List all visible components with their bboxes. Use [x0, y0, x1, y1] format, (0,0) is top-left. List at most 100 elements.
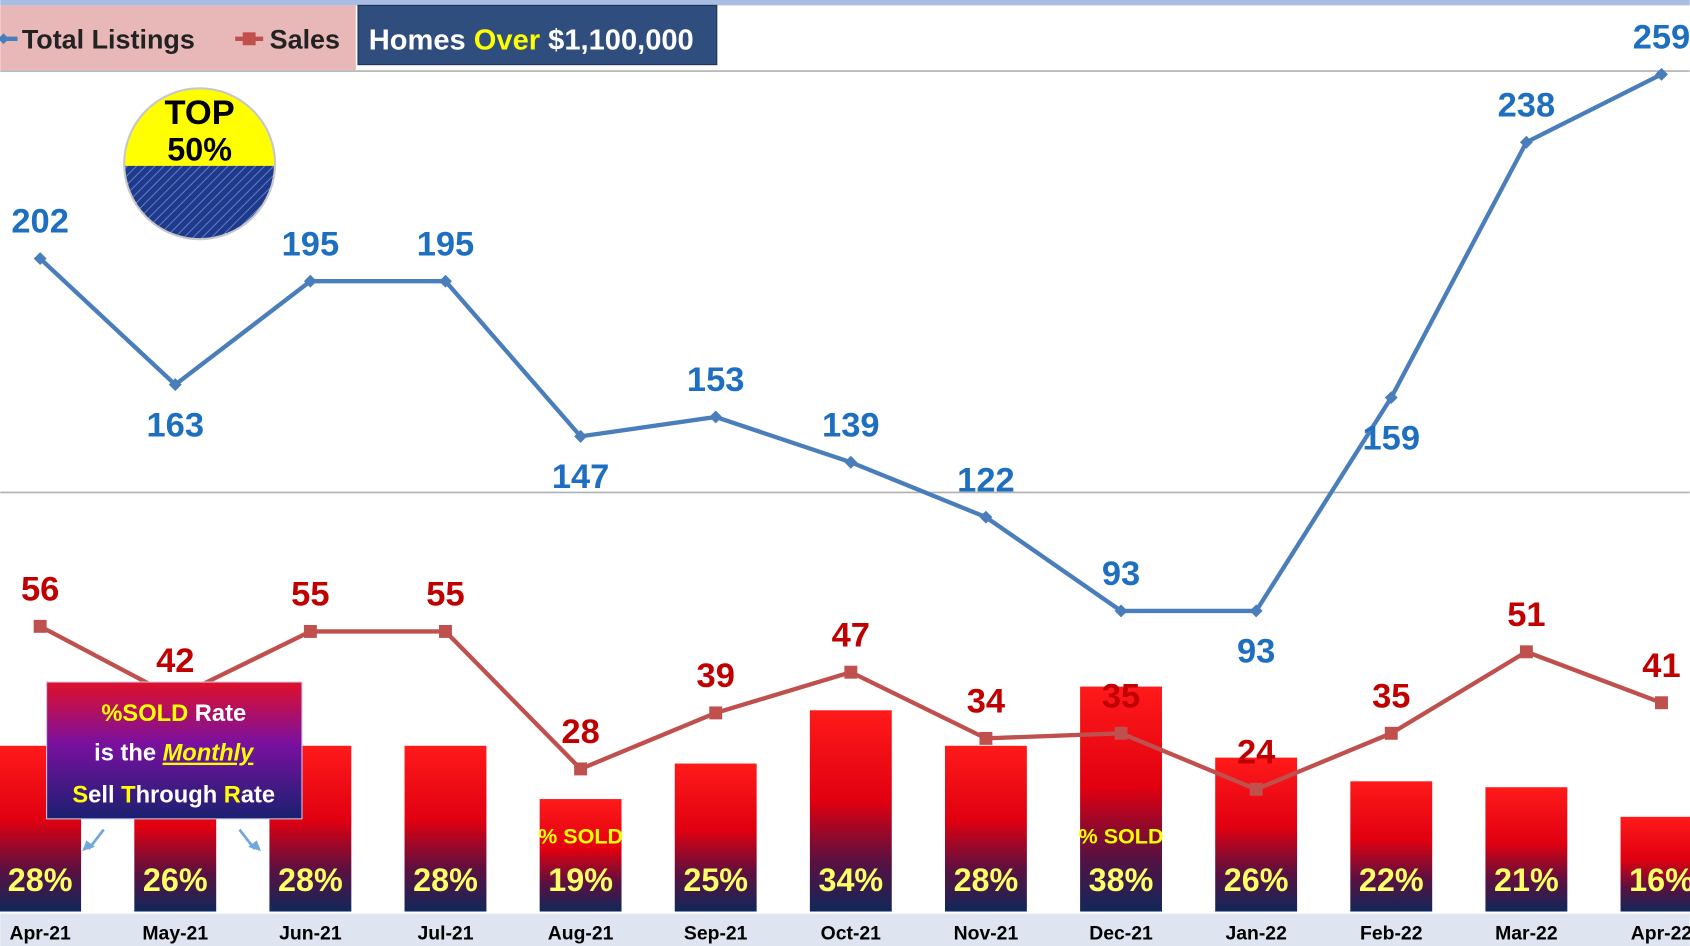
data-label: 163 [147, 406, 205, 444]
legend-label: Sales [270, 24, 340, 54]
point [1114, 604, 1128, 618]
point [1384, 391, 1398, 405]
series-line [38, 72, 1663, 614]
point [1249, 782, 1263, 796]
badge-bottom [124, 165, 275, 240]
bar-label: 25% [683, 862, 748, 898]
annotation-line: is the Monthly [94, 741, 255, 767]
arrow-head [82, 840, 96, 852]
legend-box [0, 5, 356, 71]
point [439, 624, 452, 638]
annotation-part: %SOLD [101, 701, 188, 727]
badge-text: TOP [164, 94, 234, 132]
x-tick-label: Sep-21 [684, 923, 748, 945]
data-label: 259 [1633, 18, 1690, 56]
data-label: 202 [11, 203, 69, 241]
bar-label: 19% [548, 862, 613, 898]
data-label: 195 [282, 225, 340, 263]
data-label: 55 [291, 576, 329, 614]
bar [1350, 781, 1433, 912]
chart-title: Homes Over $1,100,000 [369, 25, 694, 57]
data-label: 139 [822, 406, 880, 444]
point [1114, 726, 1128, 740]
point [574, 429, 588, 443]
bar [1620, 816, 1690, 912]
sold-note: % SOLD [1079, 825, 1164, 849]
x-tick-label: Apr-21 [9, 923, 71, 945]
annotation: %SOLD Rate is the Monthly Sell Through Rat… [46, 681, 303, 852]
point [709, 410, 723, 424]
data-label: 51 [1507, 596, 1545, 634]
annotation-part: Monthly [163, 741, 256, 767]
annotation-line: Sell Through Rate [72, 783, 275, 809]
point [1384, 726, 1398, 740]
point [303, 624, 317, 638]
data-label: 24 [1237, 733, 1275, 771]
point [574, 762, 588, 776]
title-part: $1,100,000 [540, 25, 694, 57]
bar-label: 38% [1089, 862, 1154, 898]
legend: Total Listings Sales [0, 24, 340, 54]
annotation-part: S [72, 783, 88, 809]
badge: TOP 50% [123, 87, 277, 241]
data-label: 47 [832, 616, 870, 654]
data-label: 35 [1372, 677, 1410, 715]
annotation-line: %SOLD Rate [101, 701, 246, 727]
badge-ring [123, 87, 277, 241]
annotation-part: R [224, 783, 241, 809]
bar-label: 26% [1224, 862, 1289, 898]
bar [1080, 686, 1162, 912]
annotation-text: %SOLD Rate is the Monthly Sell Through Rat… [72, 701, 275, 809]
bar-label: 28% [954, 862, 1019, 898]
point [33, 252, 47, 266]
legend-label: Total Listings [22, 24, 195, 54]
bar [404, 745, 487, 912]
bar-label: 28% [278, 862, 343, 898]
x-tick-label: Nov-21 [954, 923, 1019, 945]
annotation-part: is the [94, 741, 162, 767]
legend-marker [242, 32, 256, 46]
title-box [357, 4, 718, 66]
data-label: 56 [21, 570, 59, 608]
bar-label: 21% [1494, 862, 1559, 898]
x-tick-label: Aug-21 [548, 923, 614, 945]
top-strip [0, 0, 1690, 6]
annotation-part: hrough [136, 783, 224, 809]
data-label: 28 [561, 713, 599, 751]
legend-marker [0, 33, 9, 45]
bar-label: 34% [818, 862, 883, 898]
badge-top [124, 88, 276, 166]
data-label: 195 [417, 225, 475, 263]
x-tick-label: Jan-22 [1225, 923, 1286, 945]
bar [809, 710, 892, 912]
x-tick-label: Oct-21 [821, 923, 882, 945]
annotation-box [46, 681, 303, 820]
bar-label: 22% [1359, 862, 1424, 898]
data-label: 238 [1498, 86, 1556, 124]
data-label: 159 [1363, 419, 1421, 457]
data-label: 122 [957, 461, 1015, 499]
bar-label: 28% [8, 862, 73, 898]
point [844, 455, 858, 469]
bar-label: 26% [143, 862, 208, 898]
data-label: 153 [687, 361, 745, 399]
x-tick-label: Apr-22 [1631, 923, 1690, 945]
point [979, 510, 993, 524]
data-label: 147 [552, 458, 610, 496]
data-label: 35 [1102, 677, 1140, 715]
sold-note: % SOLD [538, 825, 623, 849]
data-label: 39 [697, 657, 735, 695]
point [979, 731, 993, 745]
bar-label: 16% [1629, 862, 1690, 898]
data-label: 34 [967, 683, 1005, 721]
point [33, 619, 47, 633]
x-tick-label: Jul-21 [417, 923, 473, 945]
lines [33, 67, 1668, 796]
badge-text: 50% [167, 132, 232, 168]
annotation-part: Rate [188, 701, 246, 727]
arrow-head [248, 840, 262, 852]
data-label: 55 [426, 576, 464, 614]
point [168, 378, 182, 392]
data-label: 42 [156, 642, 194, 680]
